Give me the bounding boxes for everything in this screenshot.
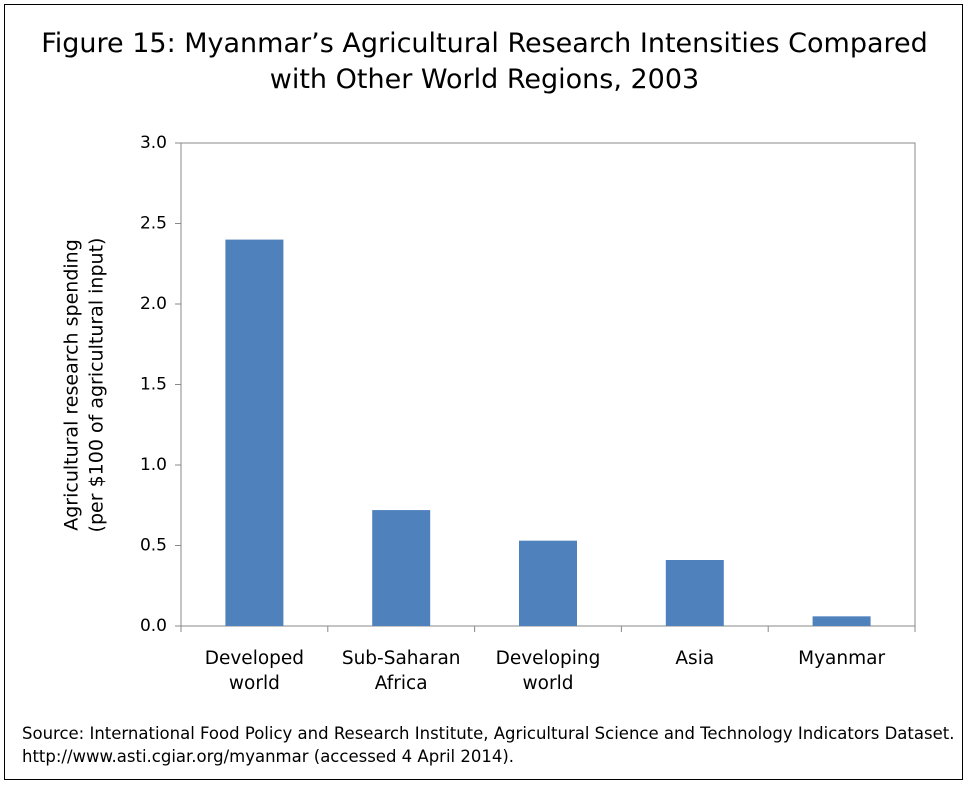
frame	[4, 4, 963, 780]
bar	[225, 239, 284, 626]
y-tick-label: 0.0	[140, 616, 167, 636]
y-tick-label: 1.5	[140, 375, 167, 395]
y-axis-title: Agricultural research spending (per $100…	[61, 238, 108, 533]
x-tick-label: Sub-Saharan Africa	[341, 648, 461, 694]
y-axis-title-line: (per $100 of agricultural input)	[86, 238, 108, 533]
bar	[665, 559, 724, 626]
bar	[812, 616, 871, 626]
chart-title: Figure 15: Myanmar’s Agricultural Resear…	[41, 28, 928, 95]
x-tick-label: Developing world	[495, 648, 601, 694]
y-axis-title-line: Agricultural research spending	[61, 239, 83, 531]
source-note: Source: International Food Policy and Re…	[22, 724, 955, 766]
x-tick-label: Asia	[675, 648, 715, 669]
x-tick-label: Myanmar	[798, 648, 886, 669]
x-tick-label: Developed world	[204, 648, 305, 694]
y-tick-label: 2.5	[140, 214, 167, 234]
bar	[519, 540, 577, 626]
y-tick-label: 0.5	[140, 536, 167, 556]
y-tick-label: 1.0	[140, 455, 167, 475]
y-tick-label: 2.0	[140, 294, 167, 314]
y-tick-label: 3.0	[140, 133, 167, 153]
bar	[372, 510, 431, 626]
